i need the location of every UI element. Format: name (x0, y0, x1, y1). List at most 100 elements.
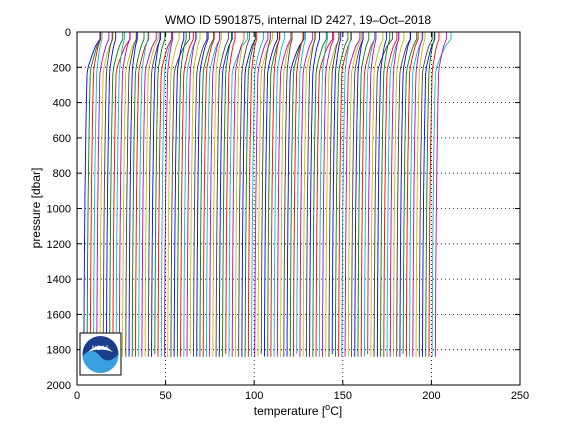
chart-title: WMO ID 5901875, internal ID 2427, 19–Oct… (165, 13, 431, 27)
temperature-profile-line (370, 32, 384, 357)
temperature-profile-line (315, 32, 334, 357)
temperature-profile-line (322, 32, 335, 357)
temperature-profile-line (109, 32, 124, 357)
temperature-profile-line (144, 32, 159, 357)
temperature-profile-line (141, 32, 157, 357)
temperature-profile-line (383, 32, 398, 357)
temperature-profile-line (234, 32, 245, 357)
temperature-profile-line (105, 32, 117, 357)
temperature-profile-line (328, 32, 340, 357)
axes: 0 50 100 150 200 250 0 200 400 600 800 1000 1200 1400… (47, 27, 530, 402)
temperature-profile-line (354, 32, 364, 357)
temperature-profile-line (244, 32, 256, 357)
temperature-profile-line (196, 32, 209, 357)
temperature-profile-line (312, 32, 327, 357)
temperature-profile-line (138, 32, 149, 357)
y-tick-label: 200 (53, 62, 71, 74)
temperature-profile-line (393, 32, 405, 357)
temperature-profile-line (222, 32, 232, 357)
temperature-profile-line (283, 32, 293, 357)
y-tick-label: 2000 (47, 380, 71, 392)
temperature-profile-line (376, 32, 387, 357)
temperature-profile-line (257, 32, 273, 357)
y-tick-label: 1600 (47, 309, 71, 321)
temperature-profile-line (93, 32, 103, 357)
temperature-profile-line (215, 32, 229, 357)
y-tick-label: 1800 (47, 345, 71, 357)
y-tick-label: 0 (65, 27, 71, 39)
temperature-profile-line (86, 32, 102, 357)
temperature-profile-line (273, 32, 285, 357)
temperature-profile-line (247, 32, 258, 357)
temperature-profile-line (157, 32, 172, 357)
temperature-profile-line (260, 32, 271, 355)
temperature-profile-line (296, 32, 306, 355)
y-tick-label: 600 (53, 133, 71, 145)
temperature-profile-line (270, 32, 280, 357)
temperature-profile-line (209, 32, 221, 357)
temperature-profile-line (115, 32, 125, 357)
temperature-profile-line (254, 32, 269, 357)
temperature-profile-line (280, 32, 292, 357)
temperature-profile-line (96, 32, 110, 357)
temperature-profile-line (164, 32, 174, 357)
temperature-profile-line (418, 32, 433, 357)
temperature-profile-line (183, 32, 197, 357)
temperature-profile-line (89, 32, 101, 357)
temperature-profile-line (173, 32, 185, 357)
temperature-profile-line (147, 32, 162, 357)
temperature-profile-line (267, 32, 281, 357)
temperature-profile-line (334, 32, 349, 357)
temperature-profile-line (289, 32, 305, 357)
temperature-profile-line (409, 32, 424, 357)
temperature-profile-line (251, 32, 264, 357)
temperature-profile-line (180, 32, 194, 357)
temperature-profile-line (318, 32, 328, 357)
temperature-profile-line (415, 32, 426, 357)
temperature-profile-line (363, 32, 376, 357)
logo-wave (82, 351, 119, 374)
temperature-profile-line (305, 32, 316, 357)
temperature-profile-line (205, 32, 221, 357)
temperature-profile-line (373, 32, 393, 357)
temperature-profile-line (186, 32, 197, 357)
y-tick-label: 1400 (47, 274, 71, 286)
temperature-profile-line (134, 32, 150, 357)
temperature-profile-line (360, 32, 376, 357)
temperature-profile-line (299, 32, 314, 357)
x-tick-label: 200 (422, 390, 440, 402)
grid-lines (77, 32, 520, 385)
temperature-profile-line (218, 32, 233, 357)
temperature-profile-line (118, 32, 131, 355)
temperature-profile-line (367, 32, 377, 355)
temperature-profile-line (341, 32, 352, 357)
temperature-profile-line (347, 32, 363, 357)
x-tick-label: 50 (159, 390, 171, 402)
temperature-profile-line (389, 32, 400, 357)
temperature-profile-line (167, 32, 180, 357)
x-axis-label: temperature [oC] (254, 402, 342, 418)
temperature-profile-line (331, 32, 342, 355)
temperature-profile-line (225, 32, 236, 355)
y-tick-label: 400 (53, 98, 71, 110)
x-tick-label: 0 (74, 390, 80, 402)
logo-text: NOAA (92, 346, 109, 352)
noaa-logo: NOAA (79, 332, 122, 376)
temperature-profile-line (176, 32, 187, 357)
temperature-profile-line (402, 32, 418, 355)
temperature-profile-line (425, 32, 435, 357)
temperature-profile-line (170, 32, 191, 357)
temperature-profile-line (428, 32, 440, 357)
temperature-profile-line (99, 32, 114, 357)
temperature-profile-line (238, 32, 250, 357)
temperature-profile-line (386, 32, 400, 357)
temperature-profile-line (302, 32, 317, 357)
temperature-profile-line (351, 32, 364, 357)
temperature-profile-line (241, 32, 256, 357)
temperature-profile-line (434, 32, 447, 357)
plot-area (83, 32, 452, 357)
temperature-profile-line (357, 32, 370, 357)
temperature-profile-line (396, 32, 411, 357)
temperature-profile-line (431, 32, 452, 357)
